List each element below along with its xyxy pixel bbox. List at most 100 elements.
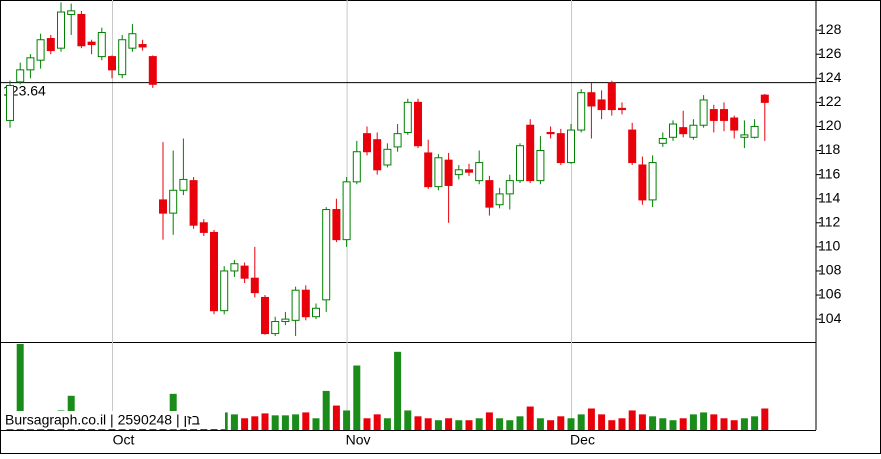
- volume-bar: [720, 418, 728, 430]
- candle-body: [414, 101, 422, 147]
- volume-bar: [281, 415, 289, 430]
- volume-bar: [322, 390, 330, 430]
- candle-body: [97, 32, 106, 58]
- volume-bar: [557, 416, 565, 430]
- volume-bar: [434, 420, 442, 430]
- volume-bar: [261, 413, 269, 430]
- candle-body: [628, 129, 637, 164]
- candle-body: [138, 44, 147, 48]
- candle-body: [322, 209, 331, 301]
- x-tick-label: Dec: [570, 432, 595, 448]
- candle-body: [67, 10, 76, 15]
- candle-body: [271, 321, 280, 335]
- candle-body: [720, 109, 728, 121]
- candle-body: [434, 157, 443, 188]
- volume-bar: [373, 414, 381, 430]
- candle-body: [658, 137, 667, 144]
- candle-body: [648, 162, 657, 201]
- candle-body: [301, 289, 310, 318]
- volume-bar: [394, 351, 402, 430]
- volume-bar: [241, 418, 249, 430]
- candle-body: [587, 92, 596, 107]
- volume-bar: [414, 416, 422, 430]
- candle-body: [118, 39, 127, 76]
- candle-body: [597, 99, 606, 111]
- watermark: Bursagraph.co.il | 2590248 | בזן: [5, 412, 200, 428]
- volume-bar: [343, 410, 351, 430]
- candle-body: [403, 101, 412, 133]
- volume-bar: [638, 414, 646, 430]
- candle-body: [638, 164, 647, 201]
- candle-body: [699, 99, 708, 126]
- candle-body: [485, 180, 494, 208]
- candle-body: [77, 13, 86, 47]
- x-tick-label: Oct: [113, 432, 135, 448]
- candle-body: [393, 133, 402, 148]
- volume-bar: [618, 418, 626, 430]
- y-tick-label: 116: [818, 165, 841, 181]
- volume-bar: [669, 420, 677, 430]
- candle-body: [36, 39, 45, 61]
- volume-bar: [465, 420, 473, 430]
- candle-body: [332, 209, 341, 241]
- candle-body: [373, 139, 382, 171]
- candle-body: [210, 231, 218, 312]
- candle-body: [189, 180, 198, 226]
- volume-bar: [516, 416, 524, 430]
- volume-bar: [363, 418, 371, 430]
- y-tick-label: 124: [818, 69, 842, 85]
- volume-bar: [496, 418, 504, 430]
- volume-bar: [628, 410, 636, 430]
- volume-bar: [751, 416, 759, 430]
- volume-bar: [567, 418, 575, 430]
- candle-body: [46, 38, 55, 52]
- y-tick-label: 108: [818, 262, 842, 278]
- candle-body: [57, 11, 65, 49]
- volume-bar: [536, 418, 544, 430]
- candle-body: [444, 159, 453, 186]
- candle-body: [689, 124, 698, 138]
- candle-body: [475, 162, 484, 182]
- candle-body: [760, 94, 769, 103]
- volume-bar: [649, 416, 657, 430]
- candle-body: [383, 148, 392, 166]
- volume-bar: [587, 408, 595, 430]
- y-tick-label: 114: [818, 189, 841, 205]
- candle-body: [179, 178, 188, 191]
- volume-bar: [312, 418, 320, 430]
- y-tick-label: 118: [818, 141, 841, 157]
- volume-bar: [485, 412, 493, 430]
- volume-bar: [251, 416, 259, 430]
- candle-body: [618, 107, 626, 111]
- y-tick-label: 122: [818, 93, 842, 109]
- volume-bar: [455, 420, 463, 430]
- candle-body: [454, 169, 463, 176]
- candle-body: [495, 193, 504, 206]
- candle-body: [740, 134, 749, 138]
- volume-bar: [271, 415, 279, 430]
- volume-bar: [526, 406, 534, 430]
- volume-bar: [353, 365, 361, 430]
- volume-bar: [598, 414, 606, 430]
- candle-body: [6, 85, 14, 121]
- candle-body: [730, 117, 739, 131]
- candle-body: [16, 69, 25, 83]
- candle-body: [159, 199, 167, 214]
- y-tick-label: 106: [818, 286, 842, 302]
- volume-bar: [700, 412, 708, 430]
- candle-body: [26, 57, 35, 71]
- volume-bar: [506, 420, 514, 430]
- volume-bar: [730, 420, 738, 430]
- candle-body: [556, 133, 565, 164]
- watermark-bg: [3, 411, 225, 429]
- volume-bar: [332, 405, 340, 430]
- volume-bar: [16, 344, 24, 430]
- y-tick-label: 110: [818, 238, 841, 254]
- candle-body: [128, 33, 137, 49]
- volume-bar: [679, 418, 687, 430]
- candle-body: [169, 189, 178, 214]
- candle-body: [250, 277, 259, 294]
- volume-bar: [292, 414, 300, 430]
- volume-bar: [659, 418, 667, 430]
